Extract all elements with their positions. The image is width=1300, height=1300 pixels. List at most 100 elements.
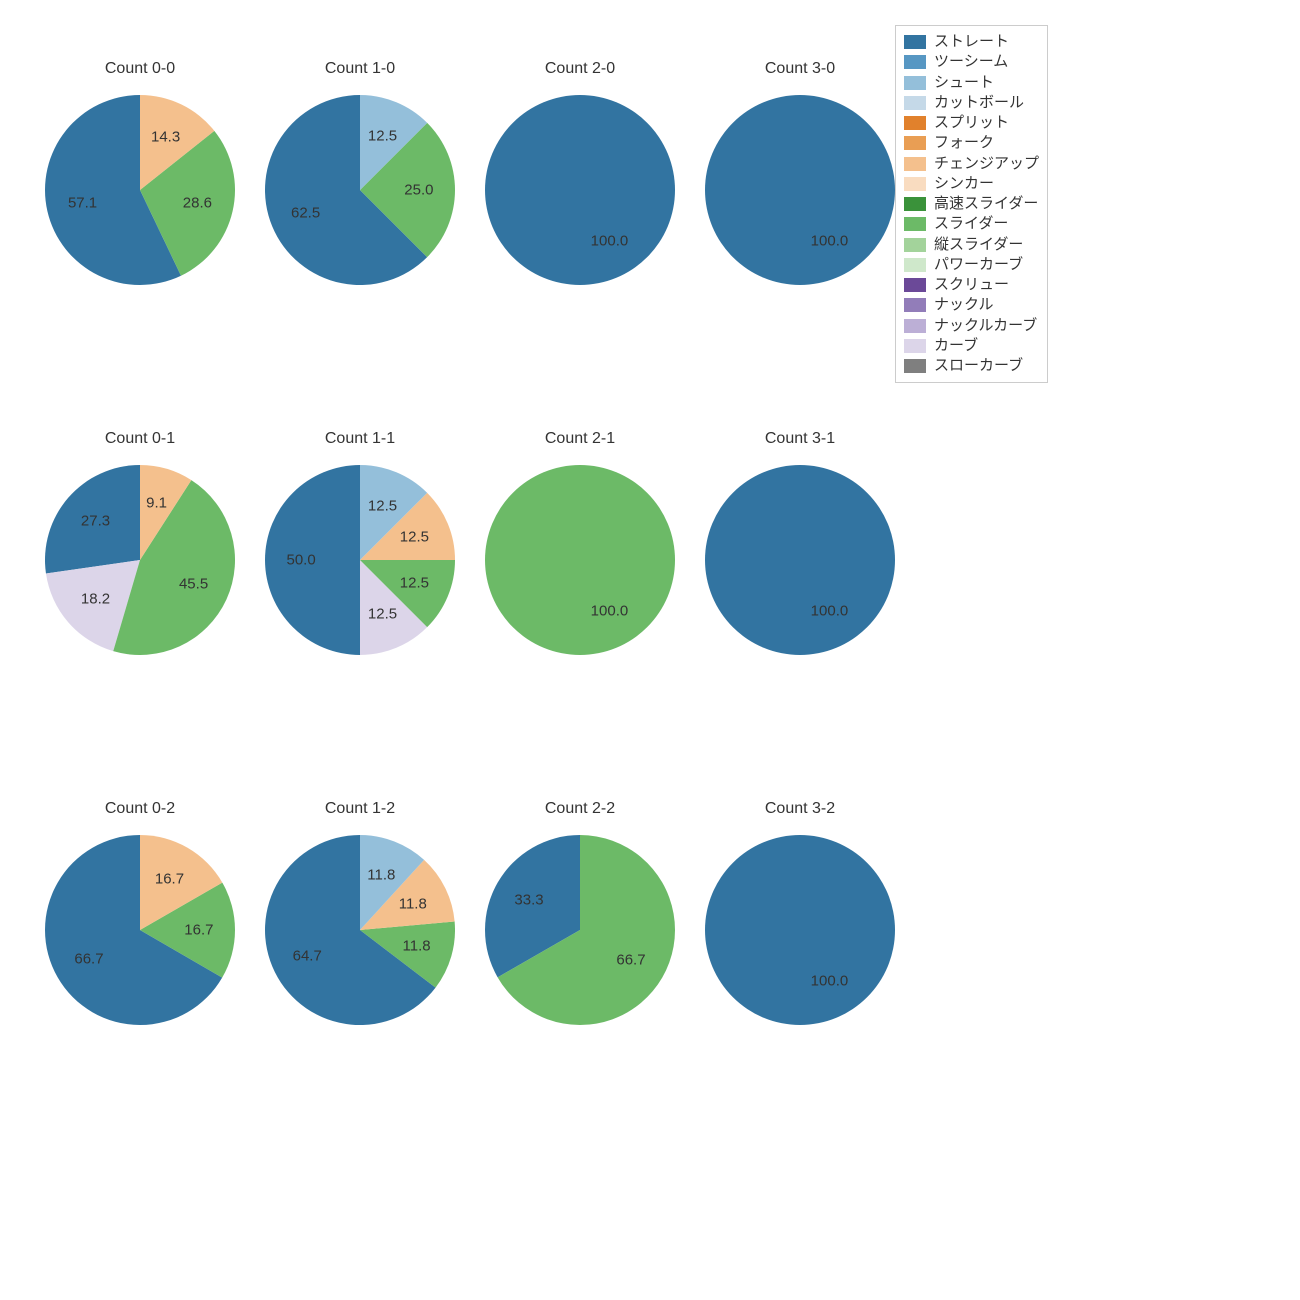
slice-label: 100.0 [591, 603, 629, 620]
slice-label: 16.7 [184, 922, 213, 939]
legend-item: ナックルカーブ [904, 316, 1039, 336]
pie-slice [705, 465, 895, 655]
legend-label: スプリット [934, 113, 1009, 133]
legend-item: スプリット [904, 113, 1039, 133]
legend-item: ナックル [904, 295, 1039, 315]
legend-label: 縦スライダー [934, 235, 1023, 255]
subplot: Count 0-127.318.245.59.1 [30, 430, 250, 680]
subplot-title: Count 0-1 [30, 430, 250, 448]
legend-label: ナックル [934, 295, 994, 315]
slice-label: 64.7 [293, 948, 322, 965]
legend: ストレートツーシームシュートカットボールスプリットフォークチェンジアップシンカー… [895, 25, 1048, 383]
legend-label: ナックルカーブ [934, 316, 1037, 336]
pie-chart [485, 835, 675, 1025]
subplot-title: Count 3-2 [690, 800, 910, 818]
legend-item: 高速スライダー [904, 194, 1039, 214]
subplot-title: Count 0-0 [30, 60, 250, 78]
legend-label: シンカー [934, 174, 994, 194]
slice-label: 12.5 [400, 574, 429, 591]
legend-label: ツーシーム [934, 52, 1008, 72]
figure: Count 0-057.128.614.3Count 1-062.525.012… [0, 0, 1300, 1300]
subplot-title: Count 2-0 [470, 60, 690, 78]
legend-label: シュート [934, 73, 994, 93]
legend-swatch [904, 319, 926, 333]
subplot-title: Count 1-1 [250, 430, 470, 448]
legend-label: チェンジアップ [934, 154, 1039, 174]
legend-label: ストレート [934, 32, 1009, 52]
legend-swatch [904, 359, 926, 373]
slice-label: 50.0 [286, 552, 315, 569]
slice-label: 27.3 [81, 513, 110, 530]
slice-label: 11.8 [367, 867, 395, 884]
slice-label: 25.0 [404, 182, 433, 199]
pie-chart [485, 95, 675, 285]
legend-item: パワーカーブ [904, 255, 1039, 275]
pie-chart [705, 95, 895, 285]
slice-label: 45.5 [179, 576, 208, 593]
slice-label: 12.5 [368, 127, 397, 144]
legend-swatch [904, 278, 926, 292]
slice-label: 12.5 [368, 497, 397, 514]
slice-label: 100.0 [811, 973, 849, 990]
pie-chart [705, 835, 895, 1025]
slice-label: 57.1 [68, 195, 97, 212]
pie-chart [45, 95, 235, 285]
subplot: Count 3-0 100.0 [690, 60, 910, 310]
subplot: Count 3-1 100.0 [690, 430, 910, 680]
legend-swatch [904, 298, 926, 312]
legend-swatch [904, 76, 926, 90]
legend-item: シュート [904, 73, 1039, 93]
legend-item: スライダー [904, 214, 1039, 234]
subplot-title: Count 1-2 [250, 800, 470, 818]
slice-label: 9.1 [146, 495, 167, 512]
legend-item: スクリュー [904, 275, 1039, 295]
legend-item: カットボール [904, 93, 1039, 113]
pie-chart [45, 465, 235, 655]
pie-slice [485, 465, 675, 655]
slice-label: 100.0 [591, 233, 629, 250]
legend-label: 高速スライダー [934, 194, 1038, 214]
subplot: Count 2-1 100.0 [470, 430, 690, 680]
subplot: Count 2-233.366.7 [470, 800, 690, 1050]
slice-label: 11.8 [403, 938, 431, 955]
slice-label: 14.3 [151, 128, 180, 145]
legend-label: パワーカーブ [934, 255, 1023, 275]
legend-swatch [904, 238, 926, 252]
legend-swatch [904, 136, 926, 150]
legend-item: チェンジアップ [904, 154, 1039, 174]
pie-chart [485, 465, 675, 655]
subplot-title: Count 3-0 [690, 60, 910, 78]
slice-label: 62.5 [291, 204, 320, 221]
legend-item: カーブ [904, 336, 1039, 356]
subplot-title: Count 3-1 [690, 430, 910, 448]
slice-label: 100.0 [811, 603, 849, 620]
legend-item: ツーシーム [904, 52, 1039, 72]
legend-label: カーブ [934, 336, 978, 356]
pie-slice [705, 835, 895, 1025]
slice-label: 12.5 [368, 606, 397, 623]
legend-swatch [904, 55, 926, 69]
subplot: Count 0-057.128.614.3 [30, 60, 250, 310]
legend-swatch [904, 258, 926, 272]
subplot: Count 2-0 100.0 [470, 60, 690, 310]
legend-swatch [904, 197, 926, 211]
slice-label: 100.0 [811, 233, 849, 250]
subplot-title: Count 2-1 [470, 430, 690, 448]
pie-chart [705, 465, 895, 655]
pie-slice [705, 95, 895, 285]
legend-swatch [904, 35, 926, 49]
legend-item: スローカーブ [904, 356, 1039, 376]
legend-swatch [904, 116, 926, 130]
legend-item: 縦スライダー [904, 235, 1039, 255]
subplot-title: Count 1-0 [250, 60, 470, 78]
subplot: Count 0-266.716.716.7 [30, 800, 250, 1050]
legend-label: スクリュー [934, 275, 1009, 295]
slice-label: 16.7 [155, 871, 184, 888]
legend-swatch [904, 217, 926, 231]
pie-chart [265, 835, 455, 1025]
slice-label: 33.3 [514, 892, 543, 909]
legend-label: スローカーブ [934, 356, 1023, 376]
subplot-title: Count 2-2 [470, 800, 690, 818]
legend-label: フォーク [934, 133, 994, 153]
slice-label: 12.5 [400, 529, 429, 546]
